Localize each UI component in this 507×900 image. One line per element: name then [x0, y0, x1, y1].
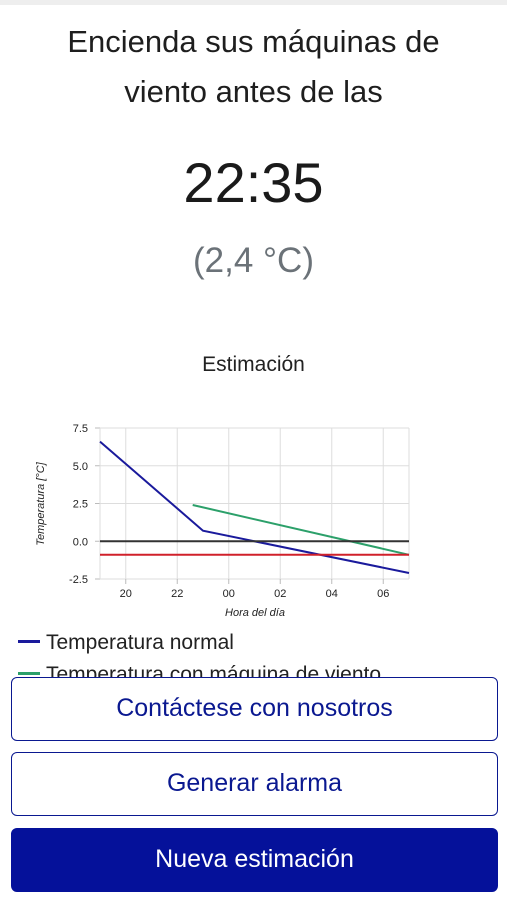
x-tick-label: 06	[377, 588, 389, 600]
headline-line-2: viento antes de las	[124, 74, 383, 109]
generate-alarm-button[interactable]: Generar alarma	[11, 752, 498, 816]
y-tick-label: 2.5	[73, 499, 88, 511]
legend-label-normal: Temperatura normal	[46, 631, 234, 654]
x-axis-label: Hora del día	[225, 607, 285, 619]
recommended-temperature: (2,4 °C)	[193, 241, 314, 280]
x-tick-label: 22	[171, 588, 183, 600]
contact-button[interactable]: Contáctese con nosotros	[11, 677, 498, 741]
y-axis-label: Temperatura [°C]	[35, 461, 47, 545]
x-tick-label: 02	[274, 588, 286, 600]
temperature-chart: 7.5 5.0 2.5 0.0 -2.5 20 22 00 02 04 06 Temperatur…	[35, 423, 410, 619]
new-estimate-button[interactable]: Nueva estimación	[11, 828, 498, 892]
chart-title: Estimación	[202, 353, 305, 376]
series-temperatura-normal-line	[99, 440, 410, 574]
legend-swatch-wind-machine	[18, 671, 40, 675]
recommended-time: 22:35	[183, 151, 324, 214]
legend-swatch-normal	[18, 639, 40, 643]
x-tick-label: 00	[223, 588, 235, 600]
series-maquina-viento-line	[192, 504, 410, 556]
x-tick-label: 04	[326, 588, 338, 600]
y-tick-label: 7.5	[73, 423, 88, 435]
legend-item-normal: Temperatura normal	[18, 628, 498, 658]
top-bar	[0, 0, 507, 5]
headline-line-1: Encienda sus máquinas de	[67, 24, 440, 59]
y-tick-label: 0.0	[73, 536, 88, 548]
y-tick-label: -2.5	[69, 574, 88, 586]
x-tick-label: 20	[120, 588, 132, 600]
y-tick-label: 5.0	[73, 461, 88, 473]
